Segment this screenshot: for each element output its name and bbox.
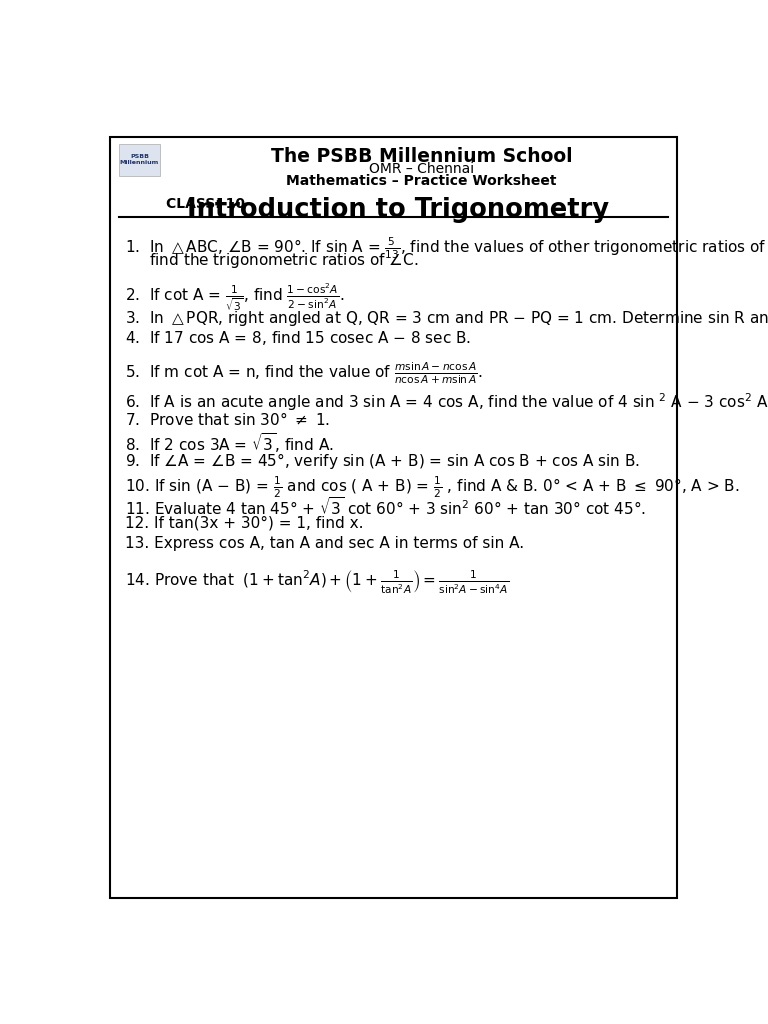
Text: find the trigonometric ratios of $\angle$C.: find the trigonometric ratios of $\angle…	[125, 252, 419, 270]
Text: 11. Evaluate 4 tan 45° + $\sqrt{3}$ cot 60° + 3 sin$^2$ 60° + tan 30° cot 45°.: 11. Evaluate 4 tan 45° + $\sqrt{3}$ cot …	[125, 496, 647, 517]
Text: 13. Express cos A, tan A and sec A in terms of sin A.: 13. Express cos A, tan A and sec A in te…	[125, 536, 525, 551]
Text: 2.  If cot A = $\frac{1}{\sqrt{3}}$, find $\frac{1-\cos^2\!A}{2-\sin^2\!A}$.: 2. If cot A = $\frac{1}{\sqrt{3}}$, find…	[125, 282, 345, 312]
Text: 5.  If m cot A = n, find the value of $\frac{m\sin A - n\cos A}{n\cos A + m\sin : 5. If m cot A = n, find the value of $\f…	[125, 360, 483, 386]
Text: 8.  If 2 cos 3A = $\sqrt{3}$, find A.: 8. If 2 cos 3A = $\sqrt{3}$, find A.	[125, 431, 334, 455]
Text: 10. If sin (A $-$ B) = $\frac{1}{2}$ and cos ( A + B) = $\frac{1}{2}$ , find A &: 10. If sin (A $-$ B) = $\frac{1}{2}$ and…	[125, 474, 740, 500]
Text: 7.  Prove that sin 30° $\neq$ 1.: 7. Prove that sin 30° $\neq$ 1.	[125, 411, 331, 428]
Text: PSBB
Millennium: PSBB Millennium	[120, 155, 159, 165]
Text: 3.  In $\triangle$PQR, right angled at Q, QR = 3 cm and PR $-$ PQ = 1 cm. Determ: 3. In $\triangle$PQR, right angled at Q,…	[125, 309, 768, 329]
Text: 14. Prove that  $(1 + \tan^2\!A) + \left(1 + \frac{1}{\tan^2\!A}\right) = \frac{: 14. Prove that $(1 + \tan^2\!A) + \left(…	[125, 568, 510, 596]
Text: Mathematics – Practice Worksheet: Mathematics – Practice Worksheet	[286, 174, 557, 188]
Bar	[119, 143, 160, 176]
Text: 12. If tan(3x + 30°) = 1, find x.: 12. If tan(3x + 30°) = 1, find x.	[125, 515, 364, 530]
Text: CLASS: 10: CLASS: 10	[166, 197, 245, 211]
Text: 4.  If 17 cos A = 8, find 15 cosec A $-$ 8 sec B.: 4. If 17 cos A = 8, find 15 cosec A $-$ …	[125, 330, 472, 347]
Text: Introduction to Trigonometry: Introduction to Trigonometry	[187, 197, 609, 223]
Text: The PSBB Millennium School: The PSBB Millennium School	[270, 146, 572, 166]
Text: 6.  If A is an acute angle and 3 sin A = 4 cos A, find the value of 4 sin $^2$ A: 6. If A is an acute angle and 3 sin A = …	[125, 391, 768, 413]
Text: 9.  If $\angle$A = $\angle$B = 45°, verify sin (A + B) = sin A cos B + cos A sin: 9. If $\angle$A = $\angle$B = 45°, verif…	[125, 451, 641, 471]
Text: OMR – Chennai: OMR – Chennai	[369, 162, 474, 176]
Text: 1.  In $\triangle$ABC, $\angle$B = 90°. If sin A = $\frac{5}{13}$, find the valu: 1. In $\triangle$ABC, $\angle$B = 90°. I…	[125, 236, 768, 261]
